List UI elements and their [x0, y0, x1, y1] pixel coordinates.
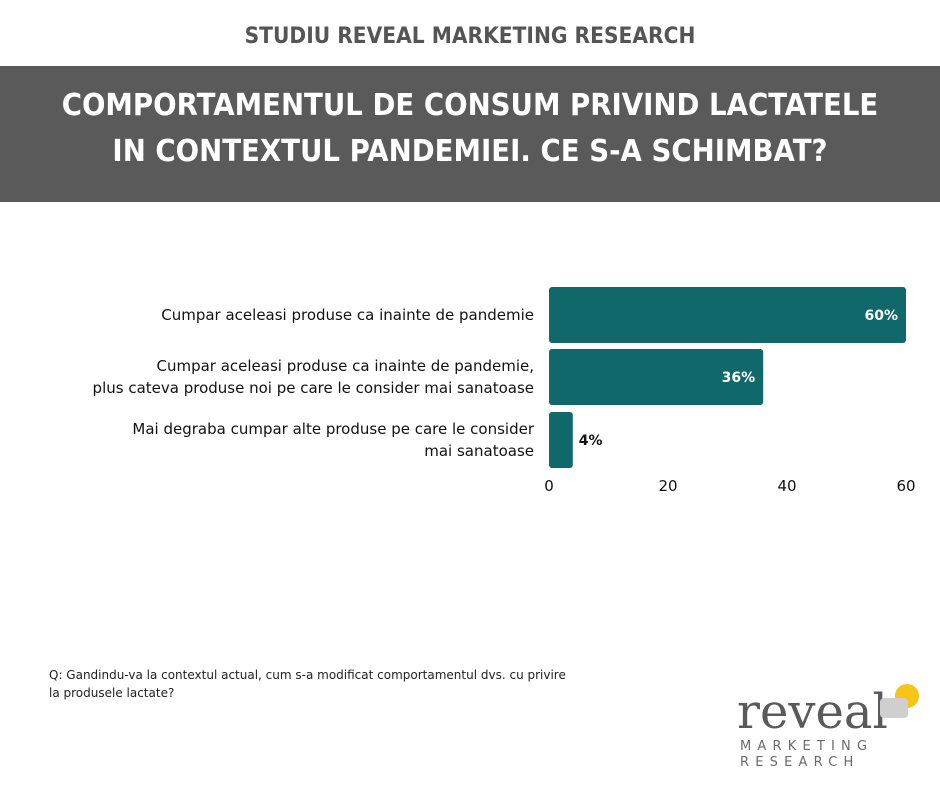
category-label: plus cateva produse noi pe care le consi… — [93, 379, 534, 397]
logo-wordmark: reveal — [737, 684, 888, 740]
bar — [549, 287, 906, 343]
main-title-line-1: COMPORTAMENTUL DE CONSUM PRIVIND LACTATE… — [61, 88, 879, 123]
bar — [549, 349, 764, 405]
x-tick-label: 0 — [544, 477, 554, 495]
data-label: 4% — [579, 433, 603, 449]
data-label: 60% — [864, 308, 898, 324]
main-title-line-2: IN CONTEXTUL PANDEMIEI. CE S-A SCHIMBAT? — [112, 134, 828, 169]
bar — [549, 412, 573, 468]
category-label: mai sanatoase — [424, 442, 534, 460]
x-tick-label: 40 — [777, 477, 796, 495]
study-title: STUDIU REVEAL MARKETING RESEARCH — [244, 24, 696, 49]
logo-mark-icon — [880, 684, 919, 718]
logo-subtitle-line-2: RESEARCH — [740, 755, 860, 770]
survey-question: Q: Gandindu-va la contextul actual, cum … — [49, 668, 566, 700]
category-label: Mai degraba cumpar alte produse pe care … — [132, 420, 534, 438]
category-label: Cumpar aceleasi produse ca inainte de pa… — [156, 357, 534, 375]
category-label: Cumpar aceleasi produse ca inainte de pa… — [161, 306, 534, 324]
x-tick-label: 60 — [896, 477, 915, 495]
logo-subtitle-line-1: MARKETING — [740, 739, 874, 754]
data-label: 36% — [722, 370, 756, 386]
bar-chart: 60% Cumpar aceleasi produse ca inainte de… — [93, 287, 916, 495]
title-banner: COMPORTAMENTUL DE CONSUM PRIVIND LACTATE… — [0, 66, 940, 202]
x-tick-label: 20 — [658, 477, 677, 495]
